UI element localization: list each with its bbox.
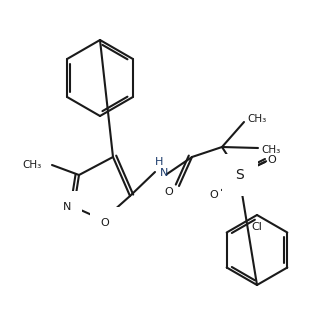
Text: H: H	[155, 157, 163, 167]
Text: S: S	[236, 168, 244, 182]
Text: Cl: Cl	[251, 222, 262, 232]
Text: N: N	[160, 168, 168, 178]
Text: N: N	[63, 202, 71, 212]
Text: CH₃: CH₃	[261, 145, 280, 155]
Text: O: O	[268, 155, 276, 165]
Text: O: O	[165, 187, 173, 197]
Text: CH₃: CH₃	[247, 114, 266, 124]
Text: O: O	[101, 218, 109, 228]
Text: CH₃: CH₃	[23, 160, 42, 170]
Text: O: O	[210, 190, 218, 200]
